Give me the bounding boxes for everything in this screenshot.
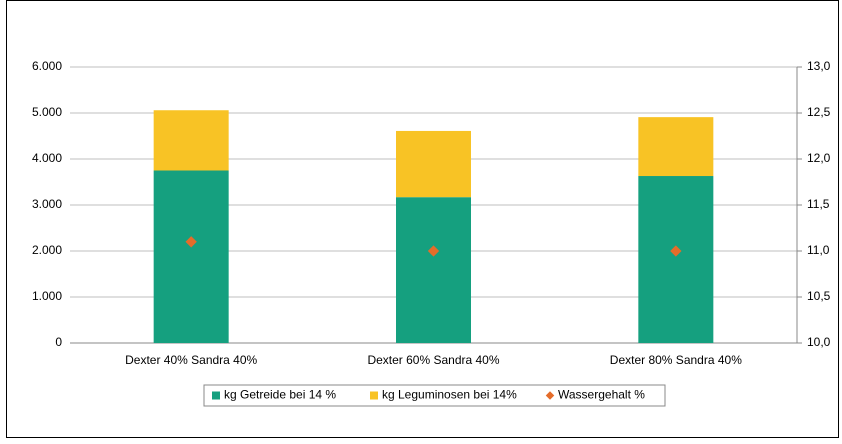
y2-tick-label: 10,5 xyxy=(807,289,831,303)
bar-segment xyxy=(153,110,229,171)
y2-tick-label: 11,5 xyxy=(807,197,830,211)
bar-segment xyxy=(153,170,229,343)
y-tick-label: 4.000 xyxy=(32,151,62,165)
marker xyxy=(670,245,682,257)
legend-box xyxy=(203,384,666,407)
bar-segment xyxy=(638,117,714,177)
legend-swatch xyxy=(370,391,378,400)
legend-label: kg Leguminosen bei 14% xyxy=(382,388,517,402)
legend-marker xyxy=(545,391,555,400)
bar-segment xyxy=(396,197,471,343)
marker xyxy=(427,245,440,257)
legend-swatch xyxy=(212,391,220,400)
y2-tick-label: 12,0 xyxy=(807,151,831,165)
x-tick-label: Dexter 60% Sandra 40% xyxy=(367,353,499,367)
legend-label: kg Getreide bei 14 % xyxy=(224,388,336,402)
y2-tick-label: 13,0 xyxy=(807,59,831,73)
marker xyxy=(185,236,197,248)
y-tick-label: 2.000 xyxy=(32,243,62,257)
y-tick-label: 6.000 xyxy=(32,59,62,73)
bar-segment xyxy=(396,130,471,198)
bar-segment xyxy=(638,176,714,343)
y-tick-label: 5.000 xyxy=(32,105,62,119)
y-tick-label: 3.000 xyxy=(32,197,62,211)
y-tick-label: 1.000 xyxy=(32,289,62,303)
y2-tick-label: 10,0 xyxy=(807,335,831,349)
x-tick-label: Dexter 80% Sandra 40% xyxy=(610,353,742,367)
x-tick-label: Dexter 40% Sandra 40% xyxy=(125,353,257,367)
y2-tick-label: 12,5 xyxy=(807,105,831,119)
y2-tick-label: 11,0 xyxy=(807,243,830,257)
legend-label: Wassergehalt % xyxy=(558,388,645,402)
y-tick-label: 0 xyxy=(55,335,62,349)
